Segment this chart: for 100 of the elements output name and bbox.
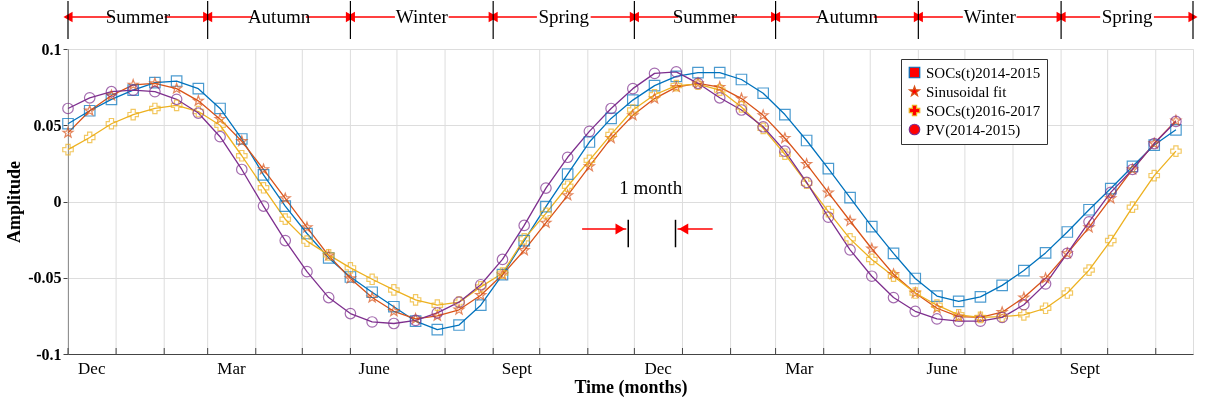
point [1105,192,1117,204]
point [822,162,835,175]
y-tick-label: 0 [53,193,62,210]
x-tick-label: Mar [785,358,814,378]
y-tick-label: -0.05 [28,269,62,287]
point [105,85,118,98]
point [1018,291,1030,303]
point [388,284,400,296]
point [279,234,292,247]
point [605,132,617,144]
legend-label: Sinusoidal fit [926,83,1008,100]
point [670,66,683,78]
point [626,94,639,106]
point [996,279,1008,292]
point [583,125,596,138]
point [1018,264,1030,277]
point [62,102,74,115]
point [844,233,856,245]
point [713,84,726,97]
point [105,89,118,101]
point [171,82,183,94]
point [866,242,878,254]
point [1104,234,1117,247]
x-tick-label: Sept [501,358,533,378]
point [83,131,96,144]
point [713,66,726,79]
point [235,149,248,162]
point [931,290,943,302]
point [1039,302,1052,315]
point [149,102,161,115]
point [518,244,530,256]
point [735,73,748,86]
point [692,66,704,79]
point [474,299,487,312]
text: Autumn [247,5,311,27]
point [301,227,313,240]
text: Summer [672,5,738,27]
point [561,180,574,193]
point [952,295,965,308]
legend-label: PV(2014-2015) [926,121,1021,139]
annotation: 1 month [619,177,683,199]
point [366,273,378,286]
point [540,217,552,228]
point [974,290,987,303]
point [1018,308,1030,321]
point [105,93,118,106]
point [844,191,856,204]
point [757,87,770,100]
text: Spring [1101,5,1153,27]
legend-label: SOCs(t)2014-2015 [926,64,1041,82]
point [844,215,856,226]
point [496,253,509,266]
text: Autumn [815,5,879,27]
y-tick-label: 0.1 [41,40,62,58]
point [257,200,270,212]
point [1083,264,1095,276]
point [648,67,661,80]
y-axis-title: Amplitude [4,160,25,244]
point [822,205,835,218]
point [409,294,422,306]
point [1061,226,1074,238]
point [388,305,400,317]
point [800,134,813,147]
point [627,109,639,121]
point [214,102,226,115]
text: Winter [395,5,449,27]
point [1148,169,1161,182]
point [1061,287,1074,299]
point [865,270,878,283]
point [1039,278,1052,290]
y-tick-label: -0.1 [36,345,62,363]
point [301,265,313,278]
point [301,235,313,247]
point [235,163,248,176]
point [865,220,878,233]
point [1083,221,1095,233]
point [909,305,922,318]
point [779,132,791,144]
point [822,186,834,198]
point [518,219,531,232]
point [670,70,683,83]
point [62,127,74,138]
x-axis-title: Time (months) [574,376,688,398]
point [735,92,748,104]
point [561,151,574,164]
point [388,300,400,313]
point [83,91,96,104]
point [366,316,378,328]
point [540,207,552,220]
point [170,99,183,112]
point [626,82,639,95]
point [648,88,661,101]
point [1170,145,1182,158]
point [605,112,617,125]
point [366,286,378,299]
point [1039,247,1052,259]
point [1083,215,1095,228]
point [1104,186,1117,199]
point [1018,298,1030,311]
point [453,319,465,331]
